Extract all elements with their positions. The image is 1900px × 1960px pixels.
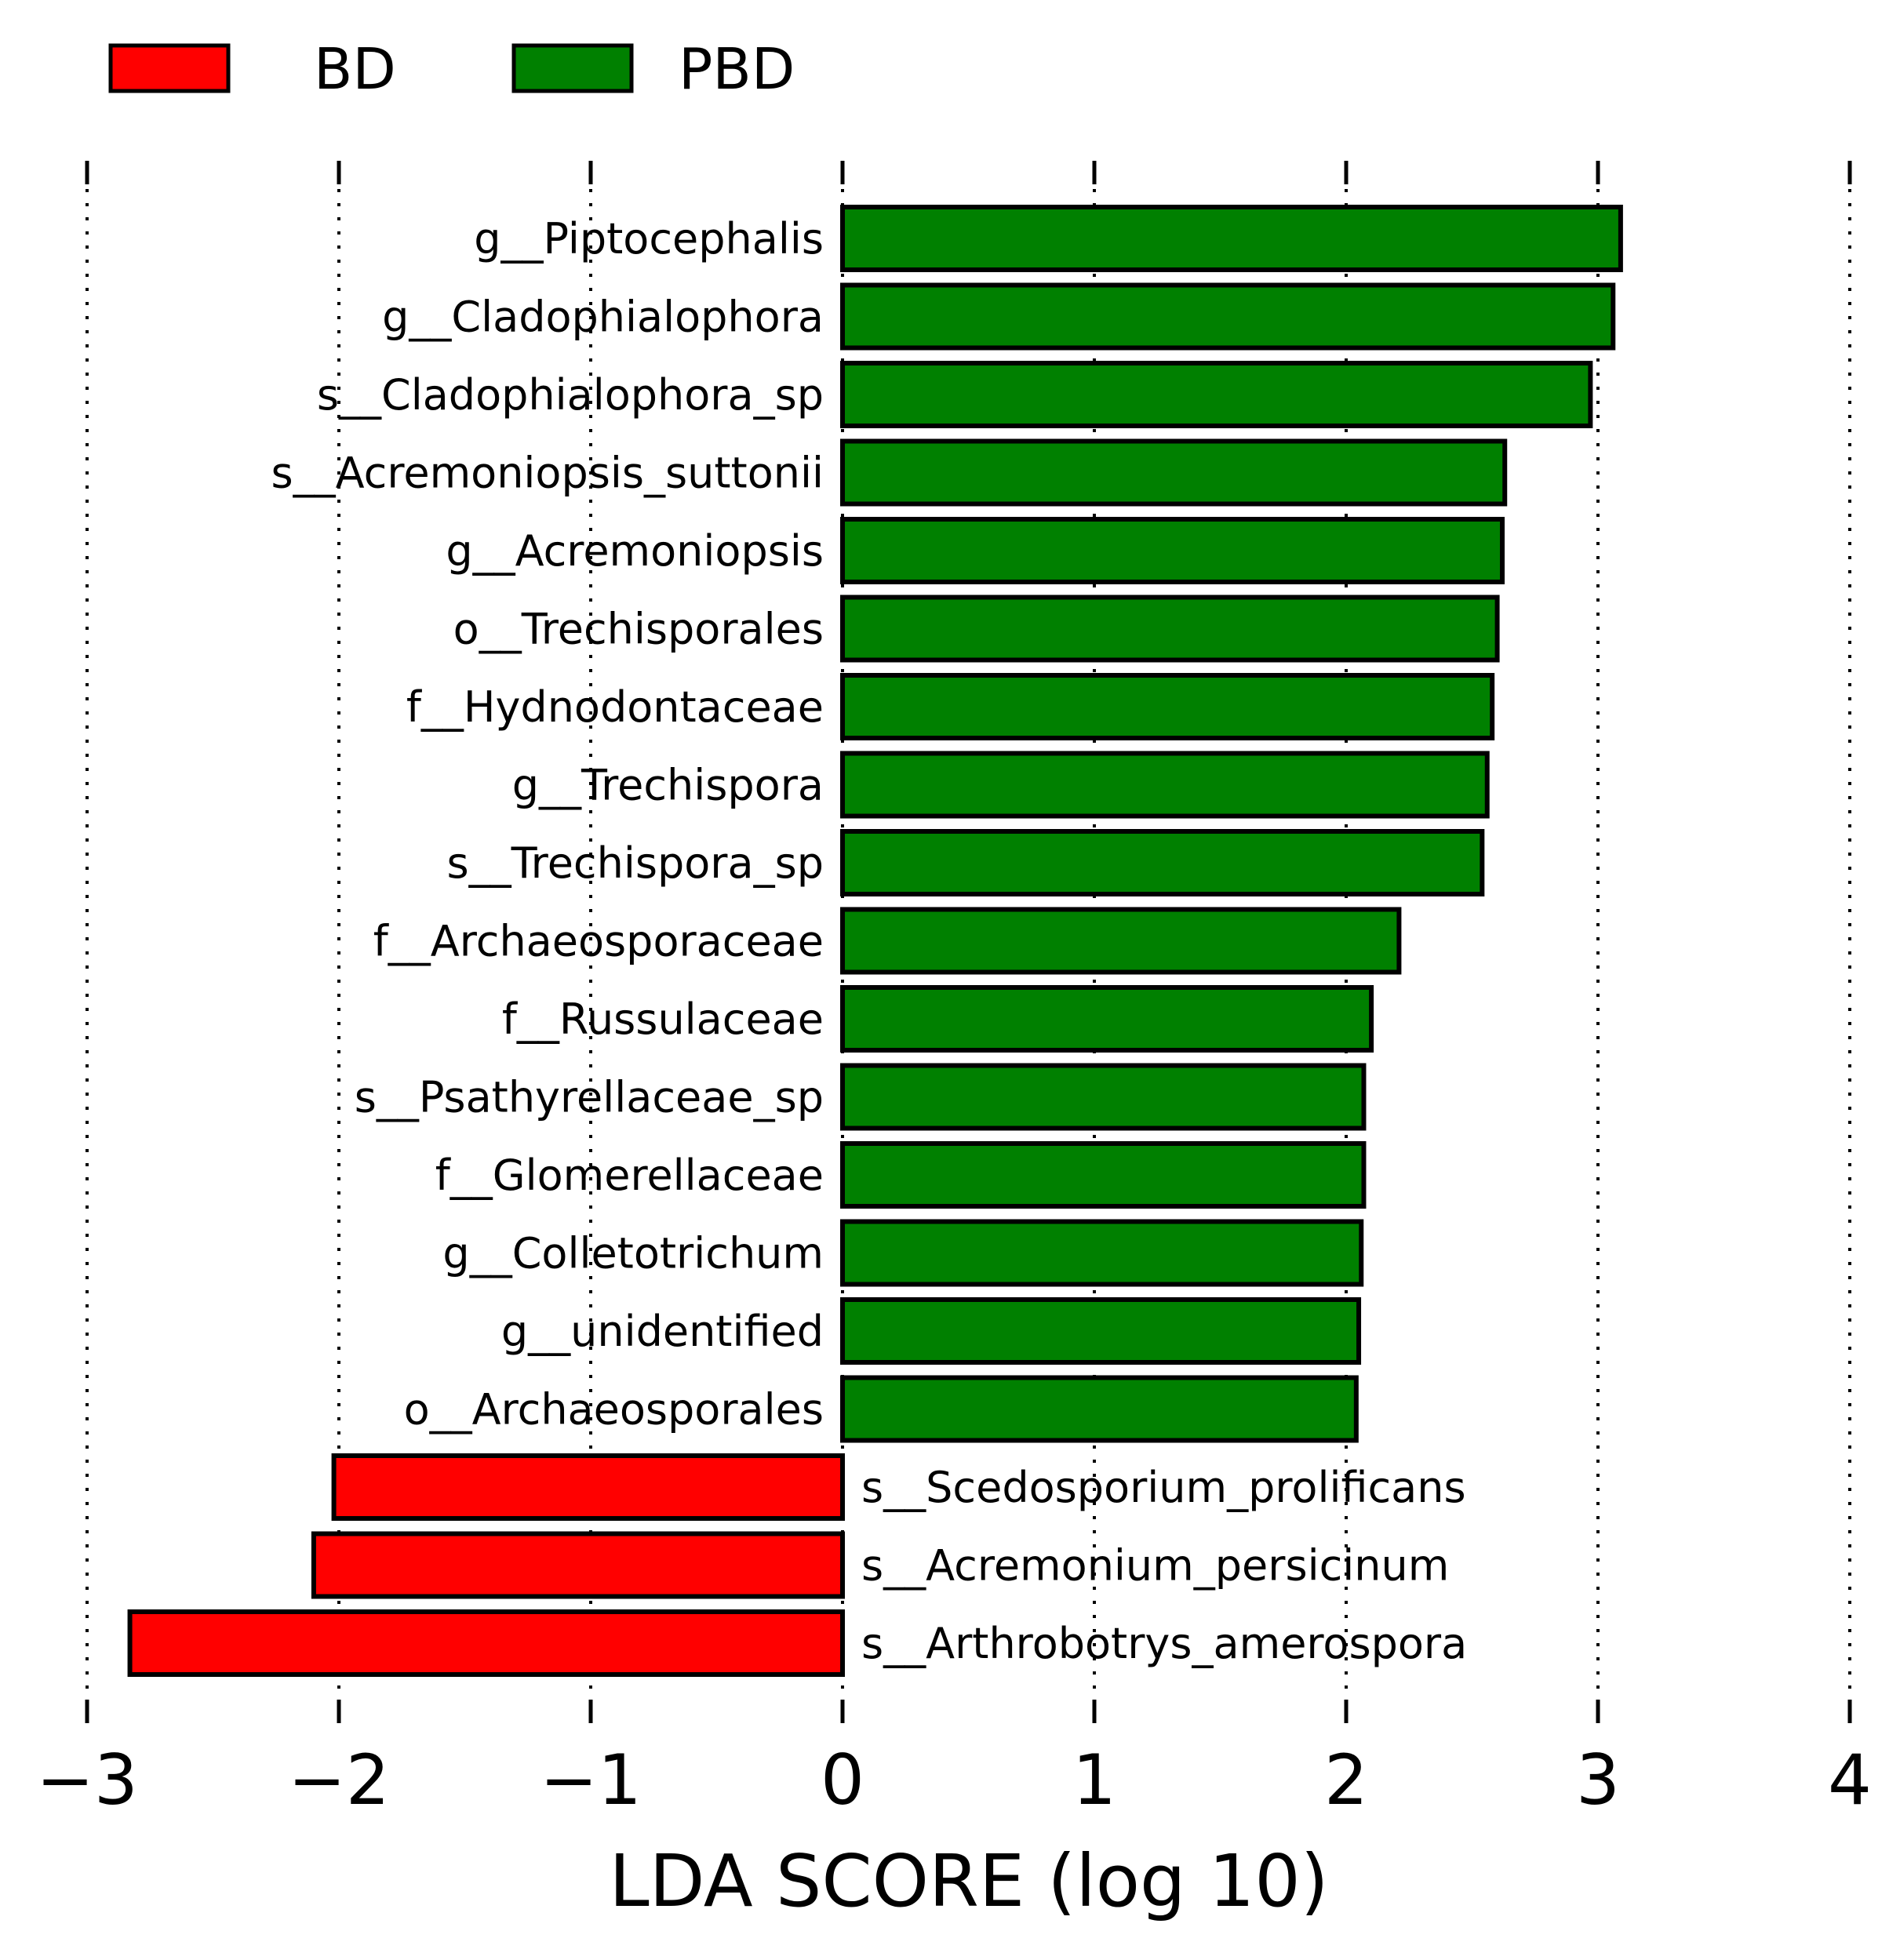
- bars: [127, 205, 1623, 1677]
- bar-label: o__Archaeosporales: [404, 1385, 824, 1435]
- bar-label: g__Acremoniopsis: [446, 526, 824, 576]
- bar: [840, 985, 1374, 1053]
- x-tick-label: 0: [821, 1740, 864, 1820]
- bar: [840, 1063, 1367, 1131]
- bar: [840, 517, 1505, 584]
- bar: [840, 595, 1500, 663]
- legend-swatch: [511, 43, 634, 93]
- bar-label: g__Piptocephalis: [474, 214, 824, 264]
- bar-label: f__Russulaceae: [502, 995, 824, 1044]
- bar-label: f__Glomerellaceae: [435, 1151, 824, 1200]
- bar-label: s__Cladophialophora_sp: [317, 370, 824, 420]
- legend-swatch: [108, 43, 231, 93]
- bar-label: s__Psathyrellaceae_sp: [355, 1073, 824, 1122]
- bar: [840, 361, 1593, 428]
- bar-label: f__Archaeosporaceae: [373, 917, 824, 966]
- x-tick-label: −2: [288, 1740, 390, 1820]
- bar-label: s__Trechispora_sp: [447, 838, 824, 888]
- bar-label: s__Scedosporium_prolificans: [861, 1463, 1466, 1512]
- bar: [840, 829, 1485, 896]
- bar: [840, 1141, 1367, 1209]
- bar: [840, 1219, 1364, 1287]
- bar-label: g__Colletotrichum: [442, 1229, 824, 1278]
- bar-label: g__Trechispora: [512, 761, 824, 810]
- x-tick-label: 3: [1576, 1740, 1620, 1820]
- bar: [840, 1297, 1362, 1365]
- bar: [840, 438, 1508, 507]
- bar: [840, 907, 1402, 975]
- legend: BD PBD: [108, 36, 795, 102]
- bar-label: o__Trechisporales: [453, 605, 824, 654]
- bar-label: f__Hydnodontaceae: [406, 682, 824, 732]
- bar: [840, 282, 1616, 351]
- x-tick-label: 2: [1324, 1740, 1368, 1820]
- bar-label: s__Acremoniopsis_suttonii: [271, 449, 824, 498]
- bar: [840, 205, 1623, 272]
- bar-labels: g__Piptocephalis g__Cladophialophora s__Cl…: [271, 214, 1468, 1668]
- bar: [331, 1453, 845, 1521]
- bar-label: s__Acremonium_persicinum: [861, 1541, 1449, 1591]
- legend-label: PBD: [679, 36, 795, 102]
- x-tick-label: −3: [36, 1740, 138, 1820]
- bar: [311, 1531, 845, 1599]
- x-axis-ticks: −3 −2 −1 0 1 2 3 4: [36, 161, 1872, 1820]
- bar-label: g__unidentified: [501, 1307, 824, 1356]
- bar-label: s__Arthrobotrys_amerospora: [861, 1619, 1467, 1668]
- bar: [127, 1609, 845, 1677]
- bar: [840, 1375, 1359, 1443]
- x-axis-title: LDA SCORE (log 10): [609, 1839, 1328, 1923]
- bar: [840, 751, 1490, 819]
- x-tick-label: 4: [1828, 1740, 1872, 1820]
- bar: [840, 673, 1495, 740]
- legend-label: BD: [314, 36, 396, 102]
- x-tick-label: −1: [540, 1740, 642, 1820]
- x-tick-label: 1: [1072, 1740, 1116, 1820]
- bar-label: g__Cladophialophora: [382, 293, 824, 342]
